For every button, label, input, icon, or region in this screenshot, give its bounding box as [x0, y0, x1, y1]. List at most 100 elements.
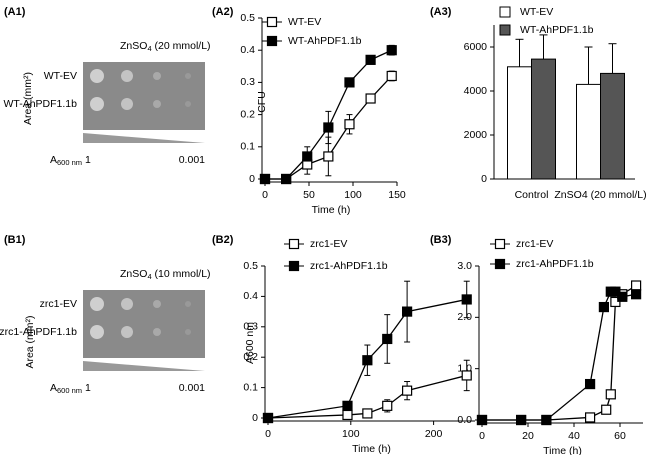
- marker: [598, 301, 610, 313]
- x-tick-label: 100: [344, 189, 362, 201]
- x-tick-label: 40: [568, 430, 580, 442]
- dilution-wedge: [83, 361, 205, 371]
- y-axis-label: CFU: [256, 91, 268, 113]
- marker: [605, 389, 616, 400]
- marker: [342, 409, 353, 421]
- text-main: A: [50, 382, 57, 394]
- y-tick-label: 0.5: [243, 260, 258, 272]
- marker: [610, 286, 621, 297]
- density-end: 0.001: [179, 154, 205, 166]
- row-label: zrc1-AhPDF1.1b: [0, 326, 77, 338]
- marker: [365, 93, 376, 104]
- row-label: WT-AhPDF1.1b: [3, 98, 77, 110]
- y-tick-label: 0.1: [243, 381, 258, 393]
- y-axis-label: Area (mm²): [22, 72, 34, 125]
- legend-label: WT-EV: [520, 6, 553, 18]
- marker: [515, 414, 527, 426]
- legend-label: WT-AhPDF1.1b: [288, 35, 362, 47]
- bar: [531, 58, 556, 180]
- marker: [362, 408, 373, 419]
- colony-spot: [121, 98, 133, 110]
- label: A600 nm: [50, 382, 82, 395]
- colony-spot: [121, 326, 133, 338]
- legend-marker: [494, 238, 506, 250]
- series-line: [267, 298, 467, 419]
- colony-spot: [185, 301, 191, 307]
- density-start: 1: [85, 154, 91, 166]
- panel-label: (B1): [4, 234, 26, 246]
- legend-marker: [288, 260, 300, 272]
- series-line: [267, 374, 467, 419]
- legend-label: zrc1-AhPDF1.1b: [516, 258, 594, 270]
- legend-label: zrc1-EV: [310, 238, 347, 250]
- marker: [386, 45, 397, 56]
- marker: [584, 412, 596, 423]
- label: ZnSO4 (20 mmol/L): [120, 40, 211, 53]
- marker: [365, 54, 376, 65]
- marker: [402, 306, 413, 317]
- marker: [541, 414, 552, 426]
- x-tick-label: 60: [614, 430, 626, 442]
- marker: [402, 385, 413, 396]
- density-end: 0.001: [179, 382, 205, 394]
- y-tick-label: 0.4: [240, 44, 255, 56]
- y-tick-label: 2.0: [457, 311, 472, 323]
- marker: [281, 173, 292, 185]
- y-axis-label: A600 nm: [244, 322, 256, 364]
- text-rest: (20 mmol/L): [152, 40, 211, 52]
- marker: [630, 289, 642, 300]
- marker: [344, 77, 355, 88]
- colony-spot: [185, 73, 191, 79]
- row-label: WT-EV: [44, 70, 77, 82]
- x-tick-label: Control: [515, 189, 549, 201]
- text-sub: 4: [147, 44, 151, 53]
- marker: [461, 370, 472, 381]
- y-tick-label: 2000: [464, 129, 488, 141]
- marker: [476, 414, 488, 426]
- density-start: 1: [85, 382, 91, 394]
- error-bar: [539, 34, 548, 60]
- y-tick-label: 0: [249, 173, 255, 185]
- y-tick-label: 0.0: [457, 414, 472, 426]
- x-tick-label: 0: [262, 189, 268, 201]
- marker: [386, 70, 397, 82]
- legend-marker: [266, 16, 278, 28]
- colony-spot: [90, 297, 104, 311]
- text-main: ZnSO: [120, 268, 147, 280]
- legend-marker: [494, 258, 506, 270]
- x-tick-label: 0: [479, 430, 485, 442]
- legend-label: zrc1-AhPDF1.1b: [310, 260, 388, 272]
- legend-label: zrc1-EV: [516, 238, 553, 250]
- y-axis-label: Area (mm²): [24, 315, 36, 368]
- marker: [323, 151, 334, 162]
- x-axis-label: Time (h): [543, 445, 582, 455]
- label: A600 nm: [50, 154, 82, 167]
- bar: [576, 83, 601, 180]
- y-tick-label: 0.3: [240, 76, 255, 88]
- bar: [600, 72, 625, 180]
- text-sub: 4: [147, 272, 151, 281]
- y-tick-label: 0: [481, 173, 487, 185]
- colony-spot: [153, 100, 161, 108]
- colony-spot: [185, 329, 191, 335]
- colony-spot: [121, 70, 133, 82]
- legend-marker: [288, 238, 300, 250]
- panel-label: (B2): [212, 234, 234, 246]
- x-axis-label: Time (h): [352, 443, 391, 455]
- colony-spot: [121, 298, 133, 310]
- y-tick-label: 0.5: [240, 12, 255, 24]
- x-tick-label: 150: [388, 189, 406, 201]
- marker: [342, 400, 353, 411]
- panel-label: (A3): [430, 6, 452, 18]
- y-tick-label: 0.2: [240, 108, 255, 120]
- panel-label: (A2): [212, 6, 234, 18]
- colony-spot: [90, 97, 104, 111]
- y-tick-label: 0.2: [243, 351, 258, 363]
- marker: [382, 400, 393, 411]
- error-bar: [608, 43, 617, 74]
- error-bar: [584, 46, 593, 85]
- legend-swatch: [499, 24, 511, 36]
- error-bar: [515, 38, 524, 67]
- marker: [262, 412, 274, 424]
